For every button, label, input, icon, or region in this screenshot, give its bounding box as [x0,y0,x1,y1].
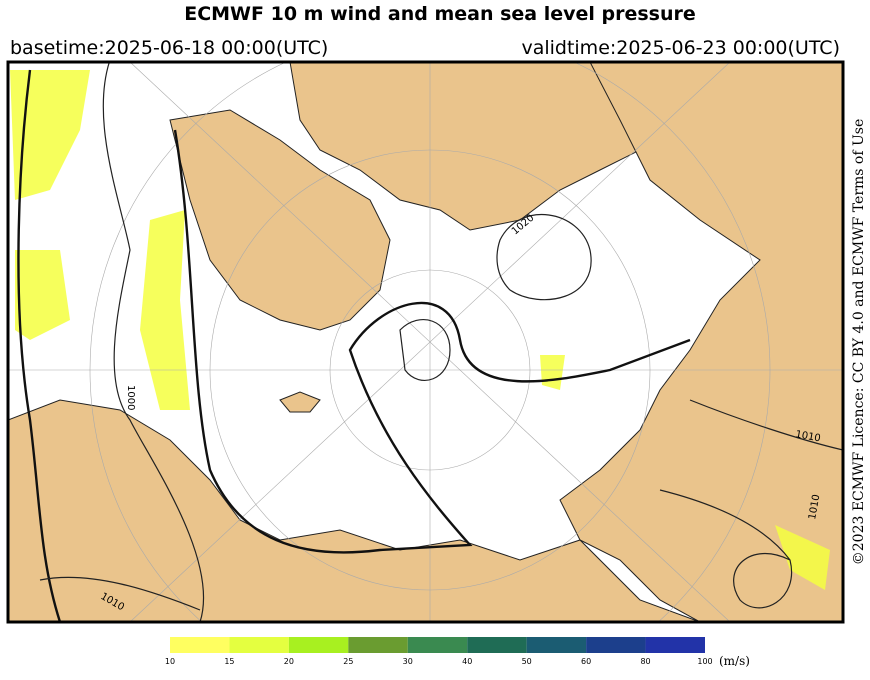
colorbar-segment [170,637,230,653]
colorbar-unit: (m/s) [719,654,750,668]
colorbar-segment [526,637,587,653]
wind-patch [775,525,830,590]
map: 1000 1010 1010 1020 1010 [6,60,845,624]
wind-patch [10,70,90,200]
isobar-label: 1010 [807,494,822,521]
colorbar-tick-label: 60 [581,657,591,666]
colorbar-tick-label: 40 [462,657,472,666]
wind-patch [15,250,70,340]
wind-patch [140,210,190,410]
colorbar-tick-label: 30 [403,657,413,666]
colorbar-segment [467,637,527,653]
colorbar-tick-label: 80 [640,657,650,666]
colorbar-segment [288,637,349,653]
colorbar-tick-label: 100 [697,657,712,666]
isobar-label: 1010 [794,429,821,444]
colorbar-tick-label: 20 [284,657,294,666]
siberia [559,62,843,622]
colorbar: 10 15 20 25 30 40 50 60 80 100 (m/s) [165,637,750,668]
colorbar-segment [645,637,705,653]
licence: ©2023 ECMWF Licence: CC BY 4.0 and ECMWF… [851,119,867,566]
greenland [169,109,391,331]
svalbard [279,391,321,413]
colorbar-segment [586,637,646,653]
basetime: basetime:2025-06-18 00:00(UTC) [10,37,328,59]
title: ECMWF 10 m wind and mean sea level press… [184,3,696,25]
colorbar-tick-label: 15 [224,657,234,666]
colorbar-segment [348,637,408,653]
validtime: validtime:2025-06-23 00:00(UTC) [521,37,840,59]
colorbar-segment [407,637,468,653]
colorbar-tick-label: 25 [343,657,353,666]
colorbar-segment [229,637,289,653]
isobar-label: 1000 [125,385,136,410]
colorbar-tick-label: 10 [165,657,175,666]
colorbar-tick-label: 50 [522,657,532,666]
